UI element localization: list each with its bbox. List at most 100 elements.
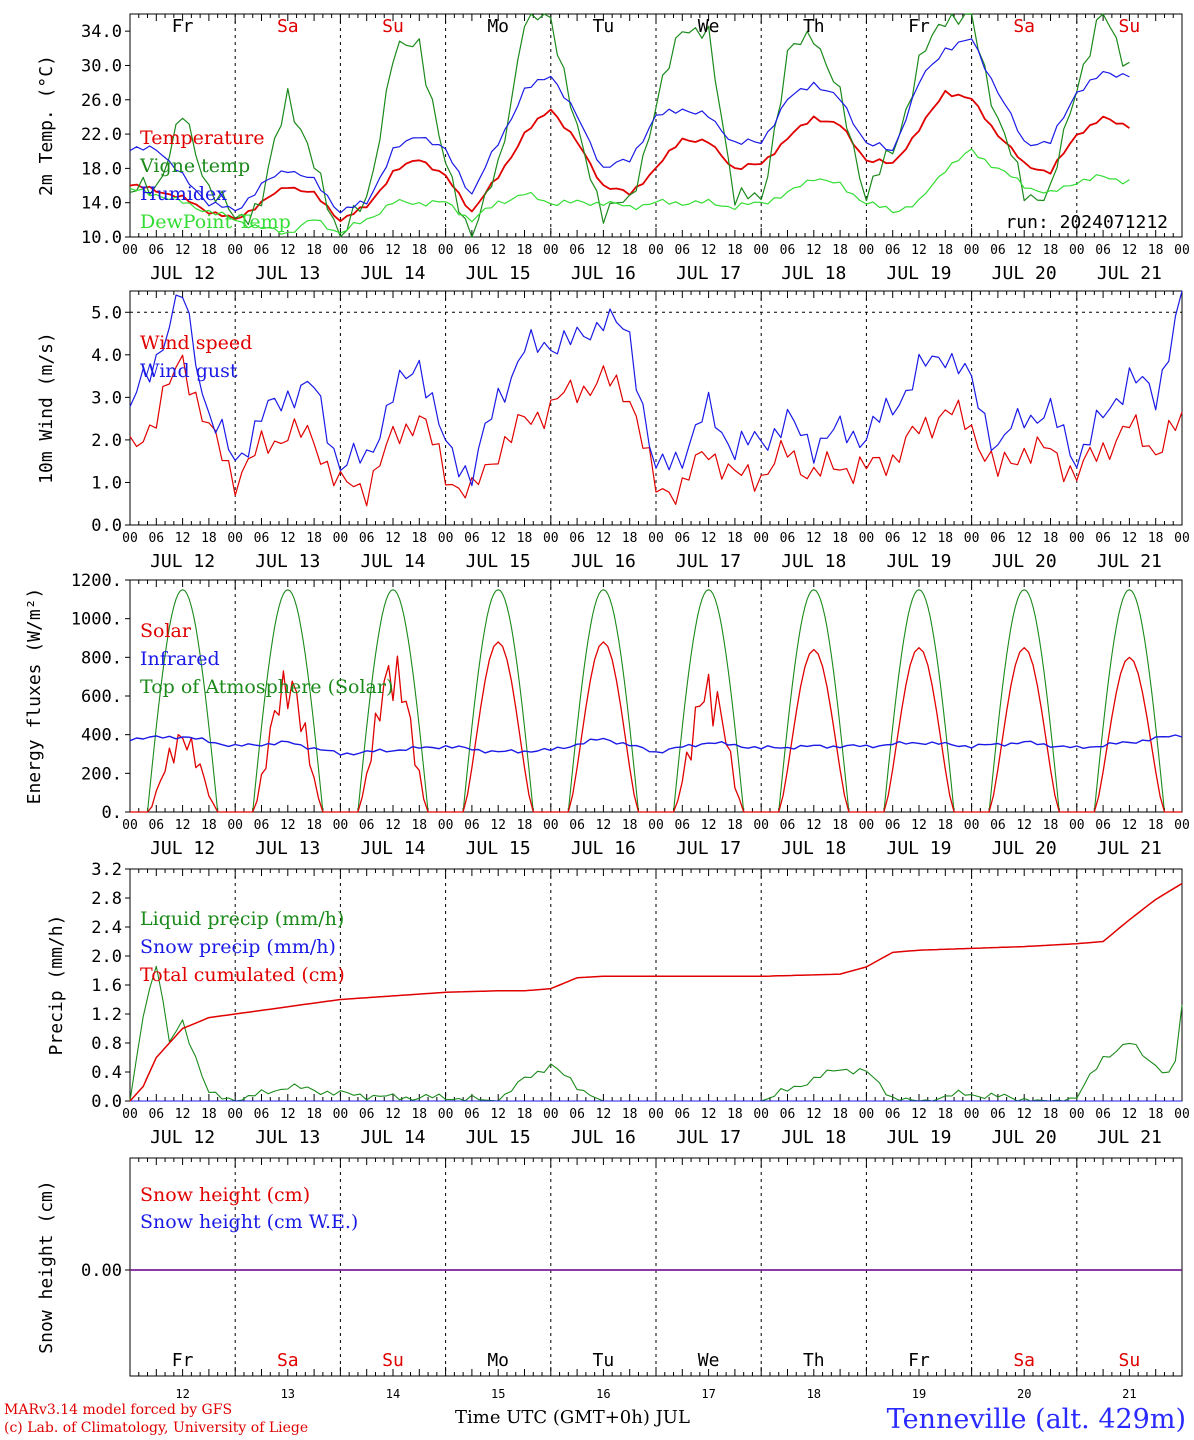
hour-tick-label: 06 — [1095, 818, 1111, 833]
y-tick-label: 200. — [81, 764, 122, 784]
hour-tick-label: 00 — [753, 818, 769, 833]
hour-tick-label: 18 — [1148, 531, 1164, 546]
hour-tick-label: 12 — [1016, 243, 1032, 258]
day-name-label: Sa — [1013, 16, 1035, 37]
hour-tick-label: 00 — [1069, 818, 1085, 833]
day-name-label: Su — [1119, 1350, 1141, 1371]
series-infrared — [129, 734, 1183, 756]
y-tick-label: 3.2 — [91, 860, 122, 880]
hour-tick-label: 12 — [596, 1107, 612, 1122]
legend-snow-precip-mm-h-: Snow precip (mm/h) — [140, 936, 336, 958]
date-label: JUL 21 — [1097, 838, 1162, 859]
hour-tick-label: 18 — [832, 531, 848, 546]
day-name-label: Mo — [487, 1350, 509, 1371]
hour-tick-label: 18 — [727, 531, 743, 546]
hour-tick-label: 12 — [911, 1107, 927, 1122]
hour-tick-label: 06 — [674, 818, 690, 833]
series-vigne-temp — [129, 13, 1130, 238]
hour-tick-label: 18 — [411, 531, 427, 546]
hour-tick-label: 00 — [753, 243, 769, 258]
hour-tick-label: 00 — [438, 1107, 454, 1122]
y-axis-label: 2m Temp. (°C) — [36, 55, 57, 196]
date-label: JUL 18 — [781, 263, 846, 284]
hour-tick-label: 12 — [385, 818, 401, 833]
hour-tick-label: 18 — [622, 243, 638, 258]
y-tick-label: 26.0 — [81, 91, 122, 111]
hour-tick-label: 06 — [464, 531, 480, 546]
hour-tick-label: 18 — [201, 531, 217, 546]
hour-tick-label: 18 — [1043, 1107, 1059, 1122]
hour-tick-label: 18 — [201, 243, 217, 258]
credit-model: MARv3.14 model forced by GFS — [4, 1402, 233, 1418]
series-temperature — [129, 89, 1130, 223]
hour-tick-label: 00 — [333, 1107, 349, 1122]
hour-tick-label: 18 — [1148, 818, 1164, 833]
date-label: JUL 16 — [571, 551, 636, 572]
y-tick-label: 18.0 — [81, 159, 122, 179]
hour-tick-label: 12 — [280, 818, 296, 833]
legend-infrared: Infrared — [140, 648, 220, 670]
hour-tick-label: 00 — [753, 531, 769, 546]
y-tick-label: 1.2 — [91, 1005, 122, 1025]
date-label: JUL 14 — [360, 838, 425, 859]
hour-tick-label: 06 — [148, 818, 164, 833]
hour-tick-label: 18 — [517, 531, 533, 546]
hour-tick-label: 12 — [385, 531, 401, 546]
hour-tick-label: 00 — [543, 243, 559, 258]
hour-tick-label: 00 — [333, 818, 349, 833]
date-label: JUL 19 — [886, 1127, 951, 1148]
hour-tick-label: 12 — [1122, 243, 1138, 258]
hour-tick-label: 06 — [359, 1107, 375, 1122]
hour-tick-label: 00 — [122, 243, 138, 258]
hour-tick-label: 12 — [490, 818, 506, 833]
hour-tick-label: 06 — [359, 531, 375, 546]
hour-tick-label: 12 — [1122, 818, 1138, 833]
hour-tick-label: 06 — [780, 531, 796, 546]
hour-tick-label: 06 — [569, 243, 585, 258]
day-number-label: 19 — [912, 1387, 926, 1401]
series-solar — [130, 641, 1182, 813]
hour-tick-label: 12 — [1016, 818, 1032, 833]
date-label: JUL 13 — [255, 551, 320, 572]
hour-tick-label: 06 — [885, 1107, 901, 1122]
legend-wind-gust: Wind gust — [140, 360, 238, 382]
y-axis-label: Snow height (cm) — [36, 1180, 57, 1353]
hour-tick-label: 00 — [648, 243, 664, 258]
date-label: JUL 15 — [466, 263, 531, 284]
hour-tick-label: 06 — [464, 818, 480, 833]
hour-tick-label: 18 — [832, 1107, 848, 1122]
hour-tick-label: 00 — [1174, 818, 1190, 833]
hour-tick-label: 06 — [990, 243, 1006, 258]
hour-tick-label: 00 — [964, 243, 980, 258]
y-tick-label: 600. — [81, 687, 122, 707]
hour-tick-label: 00 — [964, 531, 980, 546]
hour-tick-label: 06 — [674, 531, 690, 546]
date-label: JUL 13 — [255, 1127, 320, 1148]
hour-tick-label: 06 — [990, 1107, 1006, 1122]
date-label: JUL 20 — [992, 263, 1057, 284]
legend-snow-height-cm-: Snow height (cm) — [140, 1184, 310, 1206]
hour-tick-label: 12 — [701, 243, 717, 258]
hour-tick-label: 12 — [175, 243, 191, 258]
y-tick-label: 14.0 — [81, 194, 122, 214]
date-label: JUL 15 — [466, 838, 531, 859]
hour-tick-label: 00 — [1069, 531, 1085, 546]
hour-tick-label: 00 — [227, 243, 243, 258]
day-number-label: 12 — [175, 1387, 189, 1401]
hour-tick-label: 00 — [859, 1107, 875, 1122]
day-name-label: Fr — [172, 16, 194, 37]
hour-tick-label: 12 — [701, 818, 717, 833]
hour-tick-label: 18 — [1043, 818, 1059, 833]
hour-tick-label: 12 — [280, 531, 296, 546]
date-label: JUL 16 — [571, 838, 636, 859]
hour-tick-label: 00 — [438, 531, 454, 546]
hour-tick-label: 00 — [1174, 1107, 1190, 1122]
hour-tick-label: 12 — [490, 1107, 506, 1122]
y-tick-label: 5.0 — [91, 303, 122, 323]
day-name-label: Su — [1119, 16, 1141, 37]
day-number-label: 17 — [701, 1387, 715, 1401]
hour-tick-label: 06 — [254, 818, 270, 833]
hour-tick-label: 18 — [517, 243, 533, 258]
hour-tick-label: 06 — [569, 818, 585, 833]
